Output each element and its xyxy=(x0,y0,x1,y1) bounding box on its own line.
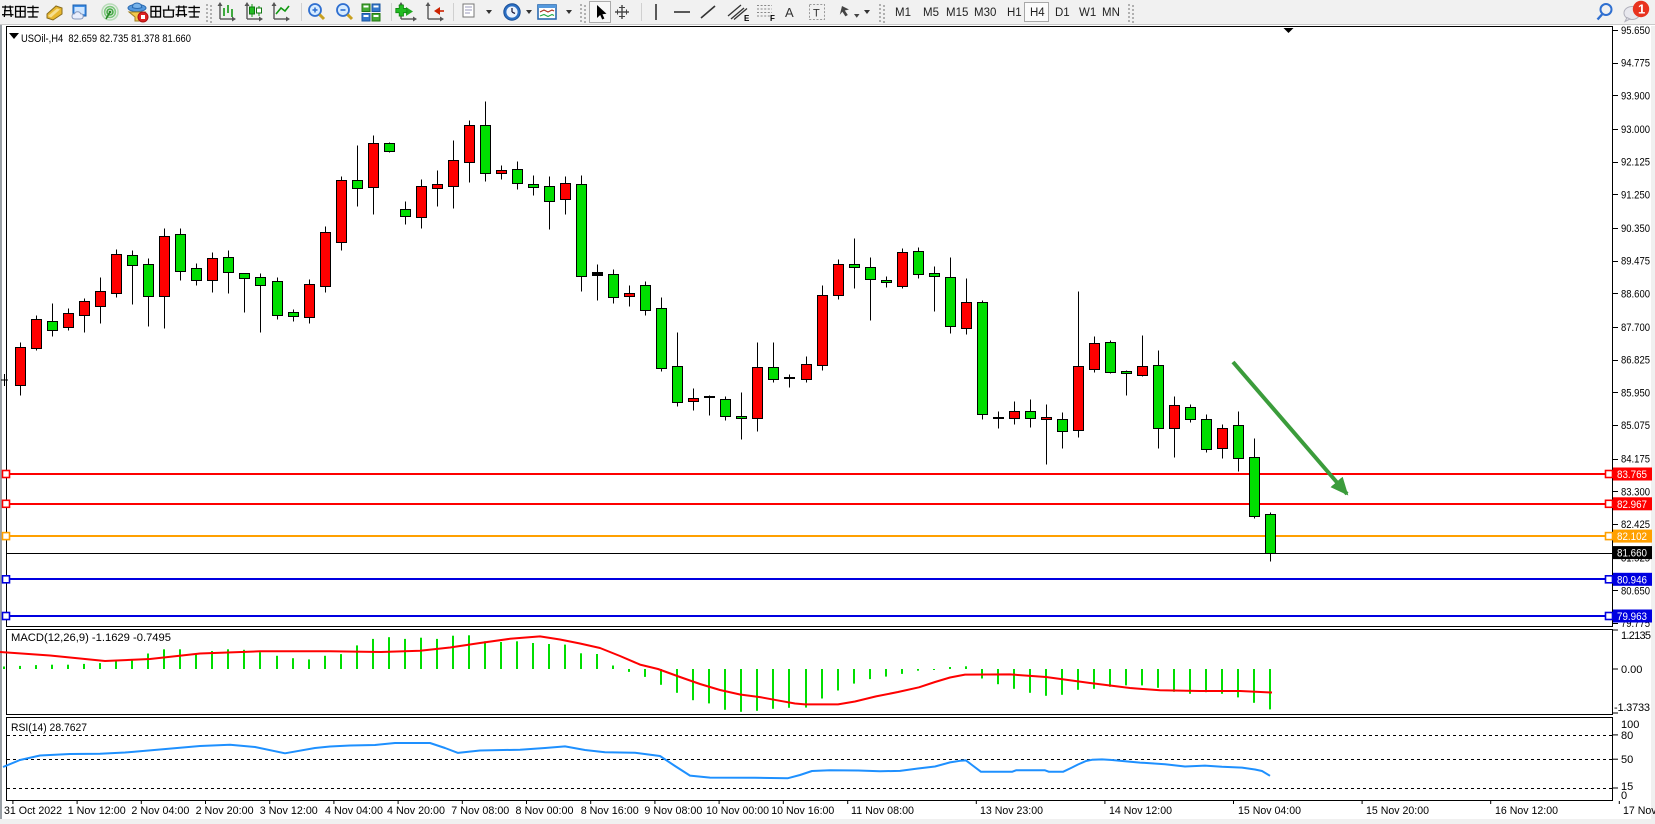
svg-text:M15: M15 xyxy=(946,7,968,19)
svg-text:9 Nov 08:00: 9 Nov 08:00 xyxy=(644,805,702,817)
svg-text:MN: MN xyxy=(1102,7,1120,19)
svg-text:93.900: 93.900 xyxy=(1621,90,1650,102)
svg-text:88.600: 88.600 xyxy=(1621,288,1650,300)
svg-text:17 Nov 04:00: 17 Nov 04:00 xyxy=(1623,805,1655,817)
svg-text:91.250: 91.250 xyxy=(1621,189,1650,201)
svg-text:31 Oct 2022: 31 Oct 2022 xyxy=(4,805,62,817)
svg-text:H4: H4 xyxy=(1030,7,1045,19)
svg-text:82.425: 82.425 xyxy=(1621,519,1650,531)
svg-text:82.102: 82.102 xyxy=(1617,531,1647,543)
svg-text:F: F xyxy=(770,14,775,23)
svg-text:RSI(14) 28.7627: RSI(14) 28.7627 xyxy=(11,722,87,734)
svg-text:2 Nov 20:00: 2 Nov 20:00 xyxy=(196,805,254,817)
svg-text:D1: D1 xyxy=(1055,7,1070,19)
svg-text:90.350: 90.350 xyxy=(1621,223,1650,235)
svg-text:8 Nov 00:00: 8 Nov 00:00 xyxy=(516,805,574,817)
svg-text:14 Nov 12:00: 14 Nov 12:00 xyxy=(1109,805,1172,817)
svg-text:81.660: 81.660 xyxy=(1617,548,1647,560)
svg-text:4 Nov 04:00: 4 Nov 04:00 xyxy=(325,805,383,817)
svg-text:83.765: 83.765 xyxy=(1617,469,1647,481)
svg-text:M1: M1 xyxy=(895,7,911,19)
svg-text:100: 100 xyxy=(1621,719,1639,731)
svg-text:1: 1 xyxy=(1638,2,1645,17)
svg-text:0.00: 0.00 xyxy=(1621,664,1642,676)
svg-text:1.2135: 1.2135 xyxy=(1621,630,1651,642)
svg-text:80: 80 xyxy=(1621,730,1633,742)
svg-text:4 Nov 20:00: 4 Nov 20:00 xyxy=(387,805,445,817)
svg-text:15 Nov 04:00: 15 Nov 04:00 xyxy=(1238,805,1301,817)
svg-text:94.775: 94.775 xyxy=(1621,58,1650,70)
svg-text:10 Nov 16:00: 10 Nov 16:00 xyxy=(771,805,834,817)
svg-text:86.825: 86.825 xyxy=(1621,355,1650,367)
svg-text:H1: H1 xyxy=(1007,7,1022,19)
svg-text:3 Nov 12:00: 3 Nov 12:00 xyxy=(260,805,318,817)
svg-text:7 Nov 08:00: 7 Nov 08:00 xyxy=(451,805,509,817)
svg-text:8 Nov 16:00: 8 Nov 16:00 xyxy=(581,805,639,817)
svg-text:10 Nov 00:00: 10 Nov 00:00 xyxy=(706,805,769,817)
svg-text:11 Nov 08:00: 11 Nov 08:00 xyxy=(851,805,914,817)
svg-text:15 Nov 20:00: 15 Nov 20:00 xyxy=(1366,805,1429,817)
svg-text:USOil-,H4 82.659 82.735 81.37: USOil-,H4 82.659 82.735 81.378 81.660 xyxy=(21,33,191,45)
svg-text:83.300: 83.300 xyxy=(1621,486,1650,498)
svg-text:0: 0 xyxy=(1621,790,1627,802)
svg-text:M5: M5 xyxy=(923,7,939,19)
svg-text:1 Nov 12:00: 1 Nov 12:00 xyxy=(68,805,126,817)
svg-text:15: 15 xyxy=(1621,781,1633,793)
svg-text:M30: M30 xyxy=(974,7,996,19)
svg-text:13 Nov 23:00: 13 Nov 23:00 xyxy=(980,805,1043,817)
svg-text:T: T xyxy=(813,8,820,20)
svg-text:E: E xyxy=(744,14,750,23)
svg-text:16 Nov 12:00: 16 Nov 12:00 xyxy=(1495,805,1558,817)
svg-text:-1.3733: -1.3733 xyxy=(1614,702,1650,714)
svg-text:79.963: 79.963 xyxy=(1617,611,1647,623)
svg-text:89.475: 89.475 xyxy=(1621,256,1650,268)
svg-text:A: A xyxy=(785,5,794,20)
svg-text:92.125: 92.125 xyxy=(1621,157,1650,169)
svg-text:85.075: 85.075 xyxy=(1621,420,1650,432)
svg-text:93.000: 93.000 xyxy=(1621,124,1650,136)
svg-text:82.967: 82.967 xyxy=(1617,499,1647,511)
svg-text:W1: W1 xyxy=(1079,7,1096,19)
svg-text:87.700: 87.700 xyxy=(1621,322,1650,334)
svg-text:80.946: 80.946 xyxy=(1617,574,1647,586)
svg-text:2 Nov 04:00: 2 Nov 04:00 xyxy=(131,805,189,817)
svg-text:84.175: 84.175 xyxy=(1621,454,1650,466)
svg-text:85.950: 85.950 xyxy=(1621,387,1650,399)
svg-text:MACD(12,26,9) -1.1629 -0.7495: MACD(12,26,9) -1.1629 -0.7495 xyxy=(11,632,171,644)
svg-text:50: 50 xyxy=(1621,754,1633,766)
svg-text:80.650: 80.650 xyxy=(1621,585,1650,597)
svg-text:95.650: 95.650 xyxy=(1621,25,1650,37)
